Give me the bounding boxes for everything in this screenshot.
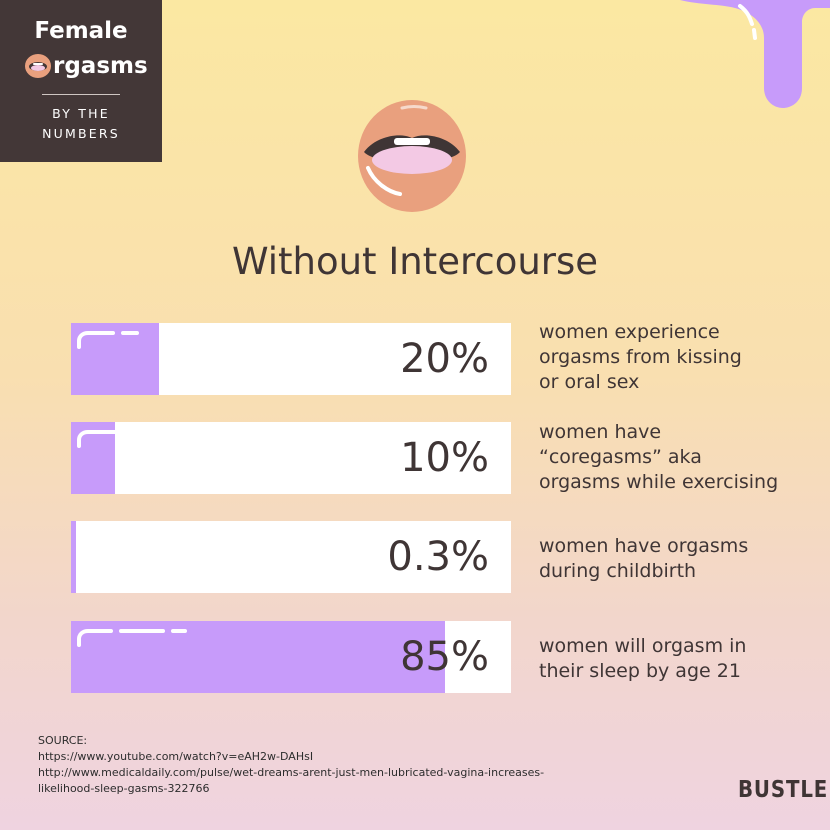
source-heading: SOURCE:	[38, 734, 88, 747]
brand-box: Female rgasms BY THE NUMBERS	[0, 0, 162, 162]
mouth-illustration	[358, 100, 466, 212]
source-note: SOURCE: https://www.youtube.com/watch?v=…	[38, 733, 544, 797]
bar-track: 10%	[71, 422, 511, 494]
source-link[interactable]: likelihood-sleep-gasms-322766	[38, 782, 210, 795]
bar-value-label: 85%	[400, 634, 489, 680]
drip-decoration	[680, 0, 830, 108]
lips-icon	[25, 54, 51, 78]
description-line: women will orgasm in	[539, 635, 747, 657]
bar-track: 85%	[71, 621, 511, 693]
bustle-logo: BUSTLE	[738, 777, 829, 803]
brand-divider	[42, 94, 120, 95]
bar-description: women experience orgasms from kissing or…	[539, 320, 809, 395]
description-line: women have	[539, 421, 662, 443]
bar-track: 20%	[71, 323, 511, 395]
description-line: women have orgasms	[539, 535, 749, 557]
bar-value-label: 0.3%	[387, 534, 489, 580]
description-line: orgasms while exercising	[539, 471, 779, 493]
brand-title-line1: Female	[34, 18, 128, 44]
description-line: “coregasms” aka	[539, 446, 702, 468]
brand-title-rest: rgasms	[53, 53, 148, 79]
description-line: women experience	[539, 321, 720, 343]
bar-track: 0.3%	[71, 521, 511, 593]
bar-description: women have orgasms during childbirth	[539, 534, 809, 584]
bar-value-label: 10%	[400, 435, 489, 481]
brand-subtitle-line1: BY THE	[52, 106, 110, 121]
brand-subtitle-line2: NUMBERS	[42, 126, 120, 141]
bar-description: women will orgasm in their sleep by age …	[539, 634, 809, 684]
brand-title-line2: rgasms	[24, 52, 148, 80]
bar-description: women have “coregasms” aka orgasms while…	[539, 420, 809, 495]
bar-highlight	[77, 629, 187, 647]
bar-fill	[71, 521, 76, 593]
bar-highlight	[77, 430, 117, 448]
description-line: or oral sex	[539, 371, 640, 393]
description-line: during childbirth	[539, 560, 697, 582]
bar-value-label: 20%	[400, 336, 489, 382]
description-line: their sleep by age 21	[539, 660, 741, 682]
source-link[interactable]: https://www.youtube.com/watch?v=eAH2w-DA…	[38, 750, 314, 763]
bar-highlight	[77, 331, 139, 349]
source-link[interactable]: http://www.medicaldaily.com/pulse/wet-dr…	[38, 766, 545, 779]
chart-title: Without Intercourse	[231, 240, 599, 283]
description-line: orgasms from kissing	[539, 346, 742, 368]
